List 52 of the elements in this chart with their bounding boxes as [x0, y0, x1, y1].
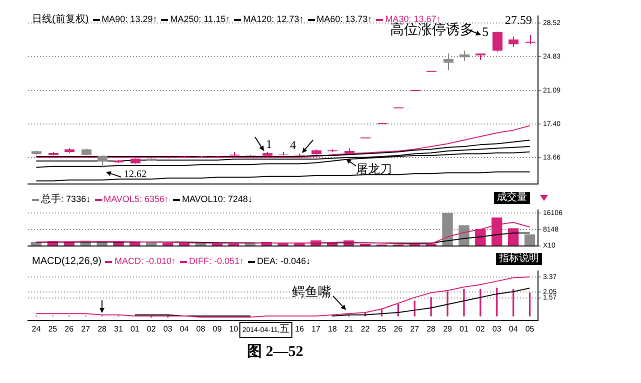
x-tick-label: 01 — [130, 324, 140, 334]
x-tick-label: 10 — [229, 324, 239, 334]
x-tick-label: 02 — [146, 324, 156, 334]
legend-label: 总手: 7336↓ — [41, 194, 91, 205]
x-tick-label: 03 — [492, 324, 502, 334]
x-tick-label: 17 — [311, 324, 321, 334]
x-tick-label: 08 — [196, 324, 206, 334]
annotation: 屠龙刀 — [356, 162, 392, 176]
x-tick-label: 16 — [295, 324, 304, 334]
x-tick-label: 31 — [114, 324, 124, 334]
chart-title: MACD(12,26,9) — [32, 256, 102, 267]
x-tick-label: 28 — [98, 324, 108, 334]
x-tick-label: 09 — [212, 324, 222, 334]
annotation: 鳄鱼嘴 — [292, 284, 331, 299]
annotation: 4 — [290, 138, 296, 152]
x-tick-label: 27 — [81, 324, 91, 334]
legend-label: MAVOL10: 7248↓ — [182, 194, 252, 204]
legend-label: DEA: -0.046↓ — [257, 256, 311, 266]
text: 成交量 — [494, 192, 530, 204]
x-tick-label: 03 — [163, 324, 173, 334]
annotation: 5 — [482, 24, 488, 39]
x-tick-label: 26 — [64, 324, 74, 334]
legend-label: MA60: 13.73↑ — [316, 14, 372, 24]
legend-label: MA120: 12.73↑ — [243, 14, 304, 24]
annotation: 1 — [266, 137, 272, 151]
annotation: 高位涨停诱多 — [390, 23, 474, 38]
x-tick-label: 26 — [394, 324, 404, 334]
text: 指标说明 — [496, 253, 542, 265]
annotation: 27.59 — [505, 13, 532, 27]
x-tick-label: 24 — [32, 324, 42, 334]
x-tick-label: 28 — [426, 324, 436, 334]
x-tick-label: 25 — [377, 324, 387, 334]
x-tick-label: 22 — [360, 324, 370, 334]
x-tick-label: 04 — [508, 324, 518, 334]
x-tick-label: 02 — [476, 324, 486, 334]
legend-label: MAVOL5: 6356↑ — [104, 194, 169, 204]
x-tick-label: 21 — [344, 324, 354, 334]
x-tick-label: 27 — [410, 324, 420, 334]
caption: 图 2—52 — [247, 344, 304, 360]
x-tick-label: 29 — [443, 324, 453, 334]
x-tick-label: 25 — [48, 324, 58, 334]
x-tick-label: 01 — [460, 324, 469, 334]
x-tick-label: 18 — [328, 324, 338, 334]
legend-label: MA250: 11.15↑ — [170, 14, 230, 24]
annotation: 12.62 — [124, 169, 146, 180]
x-tick-label: 04 — [180, 324, 190, 334]
legend-label: MA90: 13.29↑ — [102, 14, 158, 24]
chart-title: 日线(前复权) — [32, 14, 89, 25]
legend-label: DIFF: -0.051↑ — [189, 256, 244, 266]
legend-label: MACD: -0.010↑ — [114, 256, 176, 266]
x-tick-label: 05 — [525, 324, 535, 334]
legend-label: MA30: 13.67↑ — [385, 14, 441, 24]
